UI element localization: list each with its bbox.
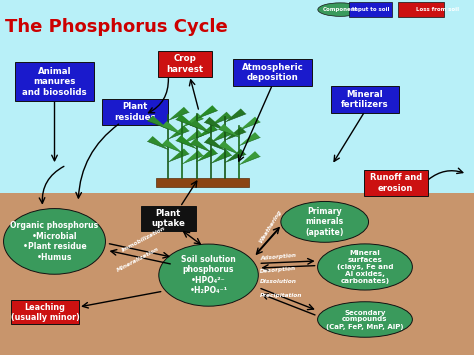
FancyBboxPatch shape [364,170,428,196]
Polygon shape [190,120,211,133]
Polygon shape [162,121,182,135]
Polygon shape [239,117,260,130]
Polygon shape [182,130,203,143]
FancyBboxPatch shape [141,206,195,231]
Text: Dissolution: Dissolution [260,279,297,284]
Polygon shape [219,141,239,154]
Text: Crop
harvest: Crop harvest [166,54,203,73]
Polygon shape [190,138,211,152]
Text: Plant
residues: Plant residues [114,102,156,121]
Ellipse shape [318,3,363,16]
Polygon shape [211,129,232,142]
Ellipse shape [159,244,258,306]
Polygon shape [168,125,189,139]
Bar [156,178,249,187]
FancyBboxPatch shape [102,98,168,125]
Bar [0,0,474,193]
Polygon shape [239,132,260,146]
Text: Leaching
(usually minor): Leaching (usually minor) [10,303,80,322]
Polygon shape [168,148,189,162]
Polygon shape [211,112,232,125]
Polygon shape [204,137,225,151]
Polygon shape [204,117,225,130]
Text: Animal
manures
and biosolids: Animal manures and biosolids [22,67,87,97]
Polygon shape [197,105,218,119]
Text: Weathering: Weathering [258,209,283,244]
Ellipse shape [318,302,412,337]
Polygon shape [197,148,218,162]
FancyBboxPatch shape [10,300,80,324]
Polygon shape [225,109,246,122]
Text: Soil solution
phosphorus
•HPO₄²⁻
•H₂PO₄⁻¹: Soil solution phosphorus •HPO₄²⁻ •H₂PO₄⁻… [181,255,236,295]
FancyBboxPatch shape [331,86,399,113]
Polygon shape [197,124,218,138]
Text: Immobilization: Immobilization [121,226,166,253]
FancyBboxPatch shape [233,59,311,86]
Ellipse shape [318,244,412,290]
Text: Mineral
surfaces
(clays, Fe and
Al oxides,
carbonates): Mineral surfaces (clays, Fe and Al oxide… [337,250,393,284]
Bar [0,193,474,355]
Text: Primary
minerals
(apatite): Primary minerals (apatite) [306,207,344,237]
Polygon shape [182,150,203,164]
Polygon shape [211,150,232,163]
Polygon shape [176,114,197,128]
Polygon shape [176,135,197,149]
Polygon shape [225,127,246,140]
FancyBboxPatch shape [16,62,94,101]
Text: Secondary
compounds
(CaP, FeP, MnP, AlP): Secondary compounds (CaP, FeP, MnP, AlP) [326,310,404,329]
Text: Mineral
fertilizers: Mineral fertilizers [341,90,389,109]
Text: Component: Component [323,7,358,12]
Text: Mineralization: Mineralization [116,247,160,273]
FancyBboxPatch shape [349,2,392,17]
Text: Plant
uptake: Plant uptake [151,209,185,228]
Polygon shape [147,116,168,129]
FancyBboxPatch shape [157,51,212,77]
Text: Atmospheric
deposition: Atmospheric deposition [242,63,303,82]
Text: Desorption: Desorption [260,266,296,274]
Text: The Phosphorus Cycle: The Phosphorus Cycle [5,18,228,36]
Polygon shape [239,151,260,165]
FancyBboxPatch shape [398,2,444,17]
Text: Runoff and
erosion: Runoff and erosion [370,173,422,192]
Text: Adsorption: Adsorption [260,253,296,261]
Polygon shape [225,149,246,162]
Polygon shape [182,113,203,127]
Text: Loss from soil: Loss from soil [416,7,459,12]
Ellipse shape [4,208,105,274]
Text: Precipitation: Precipitation [260,293,302,298]
Polygon shape [168,107,189,120]
Text: Input to soil: Input to soil [352,7,390,12]
Polygon shape [147,136,168,149]
Ellipse shape [281,202,368,242]
Polygon shape [219,124,239,137]
Polygon shape [162,139,182,153]
Text: Organic phosphorus
•Microbial
•Plant residue
•Humus: Organic phosphorus •Microbial •Plant res… [10,221,99,262]
